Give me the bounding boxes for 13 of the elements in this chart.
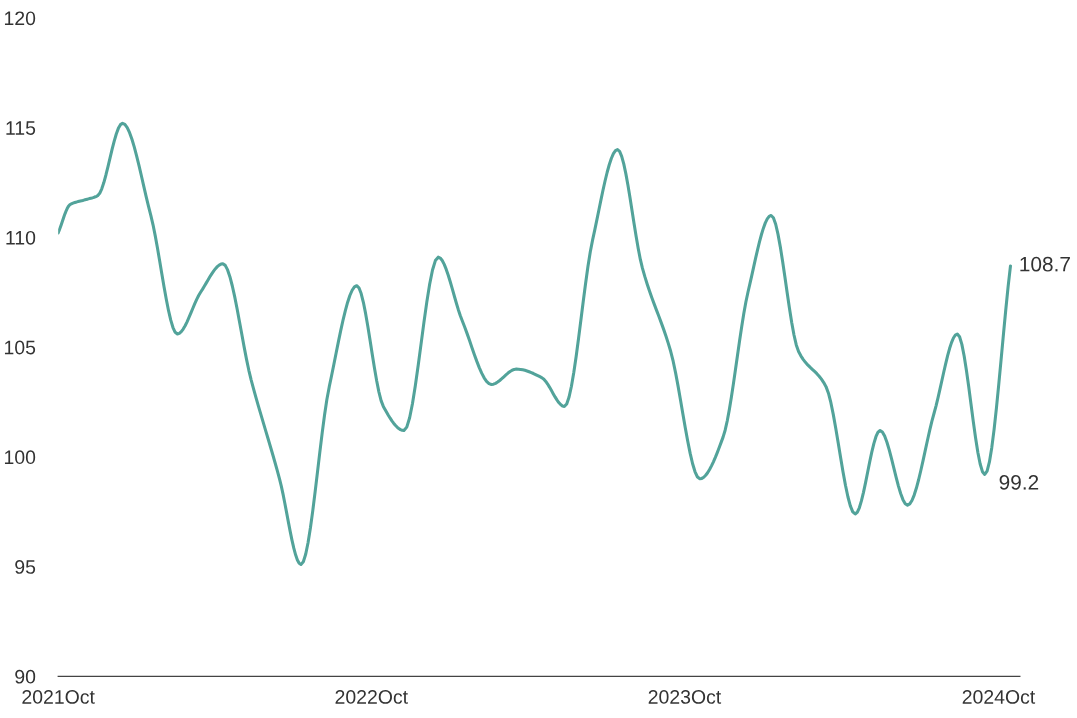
y-tick-label: 115 [6,121,36,135]
y-tick-label: 120 [4,11,36,26]
y-tick-label: 90 [15,669,36,684]
x-tick-label: 2023Oct [648,690,722,704]
y-tick-label: 95 [15,560,36,574]
x-tick-label: 2024Oct [962,690,1036,704]
y-tick-label: 105 [4,340,36,355]
x-tick-label: 2021Oct [22,690,95,704]
annotation: 99.2 [999,474,1039,490]
x-tick-label: 2022Oct [335,690,408,704]
y-tick-label: 110 [6,230,36,245]
annotation: 108.7 [1020,256,1070,272]
y-tick-label: 100 [4,450,36,465]
